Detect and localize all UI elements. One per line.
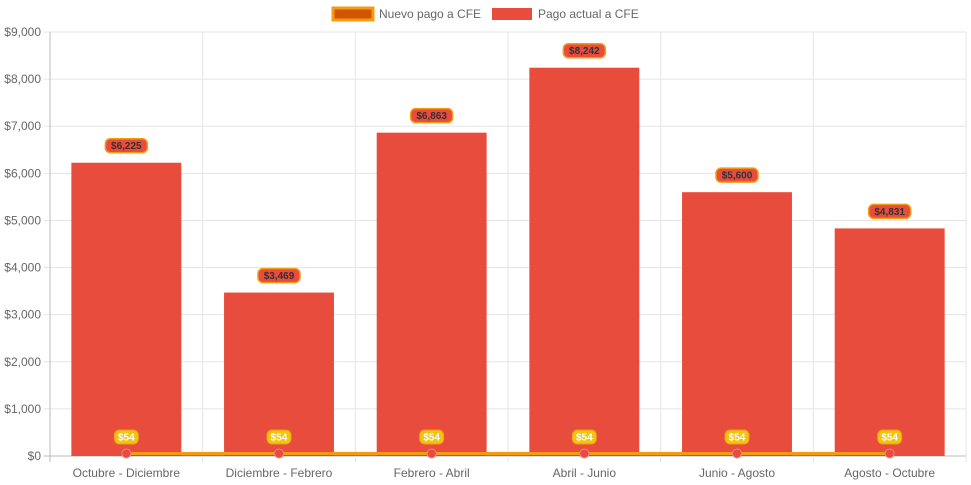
line-data-label-bg	[571, 429, 597, 445]
legend-swatch-pago-actual	[492, 8, 532, 20]
bar-series-pago-actual	[71, 67, 945, 457]
bar-data-label-bg	[562, 42, 607, 59]
line-data-label-text: $54	[881, 433, 898, 444]
legend-label-nuevo-pago: Nuevo pago a CFE	[379, 7, 481, 21]
line-data-label-bg	[113, 429, 139, 445]
bar-data-label-bg	[867, 203, 912, 220]
line-data-label: $54	[419, 429, 445, 445]
line-data-label-bg	[266, 429, 292, 445]
x-tick-label: Octubre - Diciembre	[73, 466, 181, 480]
bar-pago-actual[interactable]	[224, 292, 334, 456]
line-point-nuevo-pago[interactable]	[121, 448, 132, 459]
y-tick-label: $7,000	[4, 119, 41, 133]
bar-data-label: $8,242	[562, 42, 607, 59]
bar-data-label-bg	[104, 137, 149, 154]
y-tick-label: $8,000	[4, 72, 41, 86]
line-data-label-bg	[724, 429, 750, 445]
x-tick-label: Diciembre - Febrero	[226, 466, 333, 480]
line-data-label-text: $54	[729, 433, 746, 444]
bar-data-label-bg	[715, 167, 759, 183]
legend-swatch-nuevo-pago	[331, 6, 375, 22]
x-tick-label: Agosto - Octubre	[844, 466, 935, 480]
y-tick-label: $6,000	[4, 166, 41, 180]
legend-label-pago-actual: Pago actual a CFE	[538, 7, 639, 21]
line-data-label: $54	[877, 429, 903, 445]
line-point-nuevo-pago[interactable]	[884, 448, 895, 459]
bar-data-label-text: $8,242	[569, 46, 600, 57]
bar-data-label: $6,225	[104, 137, 149, 154]
line-series-nuevo-pago	[121, 448, 895, 459]
bar-pago-actual[interactable]	[834, 228, 945, 456]
legend-item-nuevo-pago[interactable]: Nuevo pago a CFE	[331, 6, 481, 22]
legend: Nuevo pago a CFE Pago actual a CFE	[331, 6, 639, 22]
bar-pago-actual[interactable]	[529, 67, 640, 457]
bar-data-label-bg	[409, 107, 454, 124]
line-data-label: $54	[113, 429, 139, 445]
y-tick-label: $3,000	[4, 308, 41, 322]
bar-data-label-bg	[257, 267, 301, 284]
x-tick-label: Febrero - Abril	[394, 466, 470, 480]
bar-data-label-text: $6,863	[416, 111, 447, 122]
y-tick-label: $5,000	[4, 213, 41, 227]
y-axis: $0 $1,000 $2,000 $3,000 $4,000 $5,000 $6,000 $7…	[4, 25, 41, 463]
bar-data-label-text: $4,831	[874, 207, 905, 218]
line-data-label-bg	[877, 429, 903, 445]
bar-data-label-text: $3,469	[264, 271, 295, 282]
y-tick-label: $4,000	[4, 261, 41, 275]
bar-pago-actual[interactable]	[682, 192, 792, 456]
line-data-label: $54	[724, 429, 750, 445]
bar-pago-actual[interactable]	[376, 132, 487, 456]
line-point-nuevo-pago[interactable]	[274, 448, 284, 459]
bar-pago-actual[interactable]	[71, 162, 182, 456]
line-point-nuevo-pago[interactable]	[579, 448, 590, 459]
line-data-label: $54	[266, 429, 292, 445]
bar-data-labels: $6,225 $3,469 $6,863 $8,242 $5,600 $4,831	[104, 42, 912, 284]
bar-data-label: $3,469	[257, 267, 301, 284]
line-data-label: $54	[571, 429, 597, 445]
x-tick-label: Abril - Junio	[553, 466, 617, 480]
bar-data-label-text: $6,225	[111, 141, 142, 152]
line-data-label-text: $54	[423, 433, 440, 444]
x-tick-label: Junio - Agosto	[699, 466, 775, 480]
bar-data-label: $5,600	[715, 167, 759, 183]
x-axis: Octubre - Diciembre Diciembre - Febrero Fe…	[73, 466, 936, 480]
line-data-label-text: $54	[576, 433, 593, 444]
legend-item-pago-actual[interactable]: Pago actual a CFE	[492, 7, 639, 21]
y-tick-label: $1,000	[4, 402, 41, 416]
y-tick-label: $0	[28, 449, 42, 463]
y-tick-label: $9,000	[4, 25, 41, 39]
y-tick-label: $2,000	[4, 355, 41, 369]
grid	[44, 31, 967, 462]
bar-data-label: $4,831	[867, 203, 912, 220]
bar-data-label: $6,863	[409, 107, 454, 124]
line-data-label-text: $54	[271, 433, 288, 444]
line-data-label-text: $54	[118, 433, 135, 444]
bar-data-label-text: $5,600	[722, 171, 753, 182]
line-data-label-bg	[419, 429, 445, 445]
line-data-labels: $54 $54 $54 $54 $54 $54	[113, 429, 903, 445]
line-point-nuevo-pago[interactable]	[732, 448, 742, 459]
line-point-nuevo-pago[interactable]	[426, 448, 437, 459]
